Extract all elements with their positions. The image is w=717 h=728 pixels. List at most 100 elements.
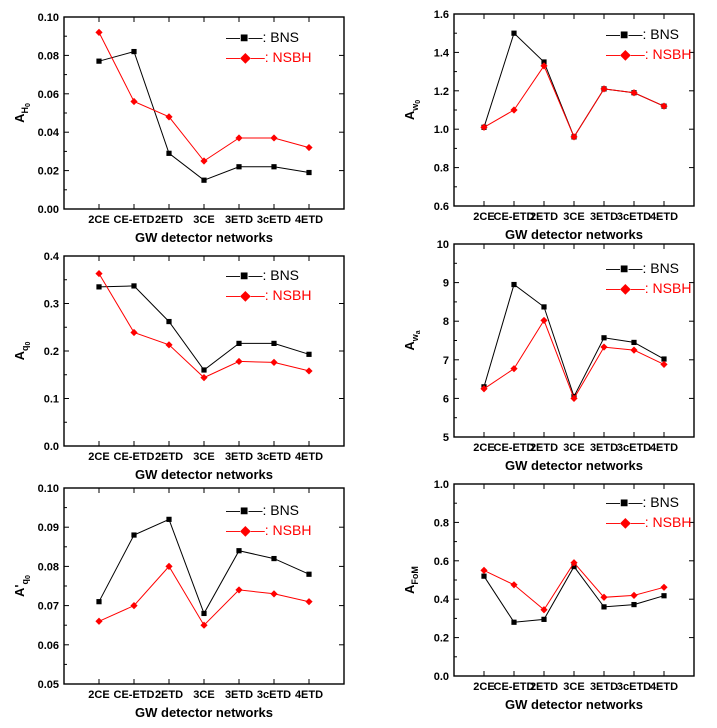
data-point-bns [511,619,517,625]
data-point-nsbh [630,89,638,97]
y-tick-label: 6 [443,393,449,405]
data-point-nsbh [510,365,518,373]
data-point-bns [661,356,667,362]
y-tick-label: 0.10 [38,483,59,495]
y-axis-title-main: A [12,113,27,123]
legend-label-bns: —■—: BNS [226,29,299,45]
data-point-bns [541,304,547,310]
y-axis-title: Aq0 [12,342,32,361]
data-point-nsbh [540,62,548,70]
y-axis-title-subsubscript: 0 [25,575,32,579]
plot-frame [453,483,695,677]
plot-frame [63,487,345,685]
data-point-nsbh [540,316,548,325]
x-tick-label: CE-ETD [494,211,535,223]
data-point-bns [306,169,312,176]
x-axis-title: GW detector networks [135,705,273,720]
x-tick-label: CE-ETD [494,442,535,454]
x-tick-label: 3CE [563,442,584,454]
x-tick-label: 3cETD [257,451,291,463]
x-tick-label: 3CE [563,211,584,223]
x-tick-label: 2ETD [155,214,183,226]
y-axis-title: AH0 [12,103,32,123]
data-point-bns [541,59,547,65]
data-point-bns [131,283,137,289]
data-point-nsbh [305,143,313,152]
legend-label-bns: —■—: BNS [606,260,679,276]
data-point-nsbh [510,106,518,114]
y-axis-title-subscript: w [410,333,420,342]
legend-label-bns: —■—: BNS [226,502,299,518]
data-point-nsbh [200,621,208,629]
data-point-bns [166,150,172,156]
data-point-nsbh [95,269,103,278]
data-point-bns [271,555,277,562]
x-tick-label: 2CE [473,681,494,693]
legend-label-nsbh: —◆—: NSBH [226,287,311,303]
y-tick-label: 0.6 [434,201,449,213]
data-point-nsbh [235,586,243,594]
data-point-nsbh [630,591,638,599]
y-tick-label: 0.2 [434,633,449,645]
x-tick-label: CE-ETD [114,214,155,226]
y-tick-label: 0.06 [38,89,59,101]
data-point-bns [131,532,137,538]
x-tick-label: 2CE [473,442,494,454]
legend-label-nsbh: —◆—: NSBH [226,49,311,65]
x-axis-title: GW detector networks [505,458,643,473]
y-tick-label: 5 [443,432,449,444]
data-point-bns [166,516,172,522]
data-point-nsbh [235,357,243,366]
y-tick-label: 0.4 [434,594,450,606]
data-point-bns [201,367,207,373]
y-axis-title: AFoM [402,566,420,594]
data-point-bns [201,177,207,183]
y-axis-title-subscript: q [20,346,30,352]
data-point-nsbh [95,28,103,36]
x-tick-label: 3cETD [257,689,291,701]
data-point-nsbh [660,102,668,110]
chart-panel-3: 0.0 0.1 0.2 0.3 0.4 2CE CE-ETD 2ETD 3CE 3ETD 3cETD… [12,251,345,482]
y-tick-label: 1.4 [434,47,450,59]
x-axis-title: GW detector networks [505,227,643,242]
y-tick-label: 0.0 [44,441,59,453]
data-point-nsbh [305,598,313,606]
x-tick-label: 4ETD [295,689,323,701]
x-tick-label: 3ETD [225,214,253,226]
series-line-bns [483,283,665,398]
y-tick-label: 0.04 [38,127,60,139]
y-tick-label: 9 [443,278,449,290]
legend-label-nsbh: —◆—: NSBH [226,522,311,538]
y-tick-label: 0.10 [38,12,59,24]
y-tick-label: 0.06 [38,640,59,652]
x-tick-label: 3CE [193,214,214,226]
data-point-bns [541,616,547,622]
data-point-nsbh [600,343,608,351]
x-tick-label: 3cETD [617,681,651,693]
y-tick-label: 0.00 [38,204,59,216]
x-tick-label: 3cETD [617,211,651,223]
legend-label-bns: —■—: BNS [226,267,299,283]
series-line-nsbh [483,561,665,611]
y-tick-label: 0.1 [44,394,59,406]
y-tick-label: 0.02 [38,166,59,178]
data-point-nsbh [510,581,518,589]
data-point-nsbh [600,85,608,93]
x-tick-label: 4ETD [650,681,678,693]
x-tick-label: 3ETD [590,442,618,454]
data-point-nsbh [570,559,578,567]
data-point-bns [306,351,312,357]
data-point-nsbh [130,602,138,610]
data-point-nsbh [480,385,488,393]
y-axis-title-prime: ' [12,584,27,587]
x-tick-label: 3ETD [590,211,618,223]
data-point-bns [166,318,172,325]
x-tick-label: 3ETD [225,451,253,463]
series-line-nsbh [483,319,665,400]
data-point-nsbh [165,341,173,349]
data-point-nsbh [305,367,313,375]
y-axis-title-subsubscript: 0 [25,342,32,346]
x-axis-title: GW detector networks [135,467,273,482]
